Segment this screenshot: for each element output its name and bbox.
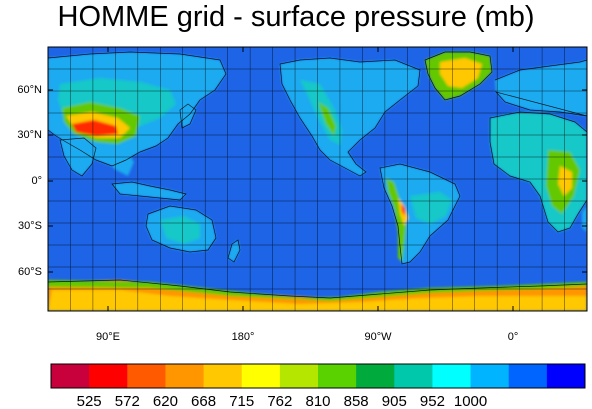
colorbar-label: 668	[191, 393, 216, 409]
andes-peak	[401, 204, 405, 216]
colorbar-label: 952	[420, 393, 445, 409]
coastline-australia	[145, 205, 217, 253]
coastline-north-america	[279, 57, 421, 177]
colorbar-frame	[50, 363, 586, 389]
tibet-peak	[72, 120, 118, 136]
colorbar-label: 810	[305, 393, 330, 409]
europe	[495, 60, 587, 116]
coastline-africa	[489, 111, 587, 233]
coastline-eurasia	[48, 51, 227, 167]
colorbar-label: 620	[153, 393, 178, 409]
rockies-high	[318, 102, 336, 136]
lon-label-0: 0°	[508, 331, 519, 343]
antarctica-shelf	[48, 280, 587, 301]
colorbar-swatch	[508, 364, 548, 388]
colorbar-swatch	[546, 364, 586, 388]
colorbar-label: 905	[382, 393, 407, 409]
brazil-highlands	[410, 192, 452, 224]
lat-label-60n: 60°N	[17, 84, 42, 96]
colorbar-swatch	[127, 364, 166, 388]
colorbar-swatch	[318, 364, 357, 388]
colorbar-labels: 525 572 620 668 715 762 810 858 905 952 1000	[77, 393, 488, 409]
colorbar-swatch	[51, 364, 90, 388]
colorbar-label: 525	[77, 393, 102, 409]
map-frame	[47, 46, 588, 312]
colorbar-label: 762	[267, 393, 292, 409]
africa-plateau	[558, 166, 572, 196]
coastline-south-america	[379, 163, 461, 265]
colorbar-swatch	[241, 364, 281, 388]
coastline-greenland	[424, 51, 493, 101]
colorbar-swatch	[432, 364, 472, 388]
colorbar	[50, 363, 586, 389]
se-asia	[100, 146, 134, 176]
lat-label-60s: 60°S	[18, 266, 42, 278]
colorbar-label: 572	[115, 393, 140, 409]
coastline-india	[59, 137, 97, 177]
lat-label-eq: 0°	[31, 175, 42, 187]
colorbar-swatch	[203, 364, 243, 388]
coastline-japan	[179, 103, 197, 129]
lon-label-90e: 90°E	[96, 331, 120, 343]
colorbar-label: 1000	[454, 393, 487, 409]
new-zealand	[228, 240, 240, 262]
coastline-antarctica	[48, 279, 587, 299]
lat-label-30s: 30°S	[18, 220, 42, 232]
colorbar-swatch	[279, 364, 319, 388]
colorbar-label: 715	[229, 393, 254, 409]
colorbar-swatch	[394, 364, 433, 388]
colorbar-swatch	[356, 364, 395, 388]
colorbar-label: 858	[344, 393, 369, 409]
lon-label-90w: 90°W	[364, 331, 392, 343]
lon-label-180: 180°	[232, 331, 255, 343]
colorbar-swatch	[89, 364, 128, 388]
indonesia	[112, 182, 186, 200]
colorbar-swatch	[470, 364, 510, 388]
greenland-ice	[440, 58, 482, 88]
lat-label-30n: 30°N	[17, 129, 42, 141]
coastline-nz	[227, 239, 241, 263]
chart-title: HOMME grid - surface pressure (mb)	[57, 1, 535, 33]
colorbar-swatch	[165, 364, 205, 388]
